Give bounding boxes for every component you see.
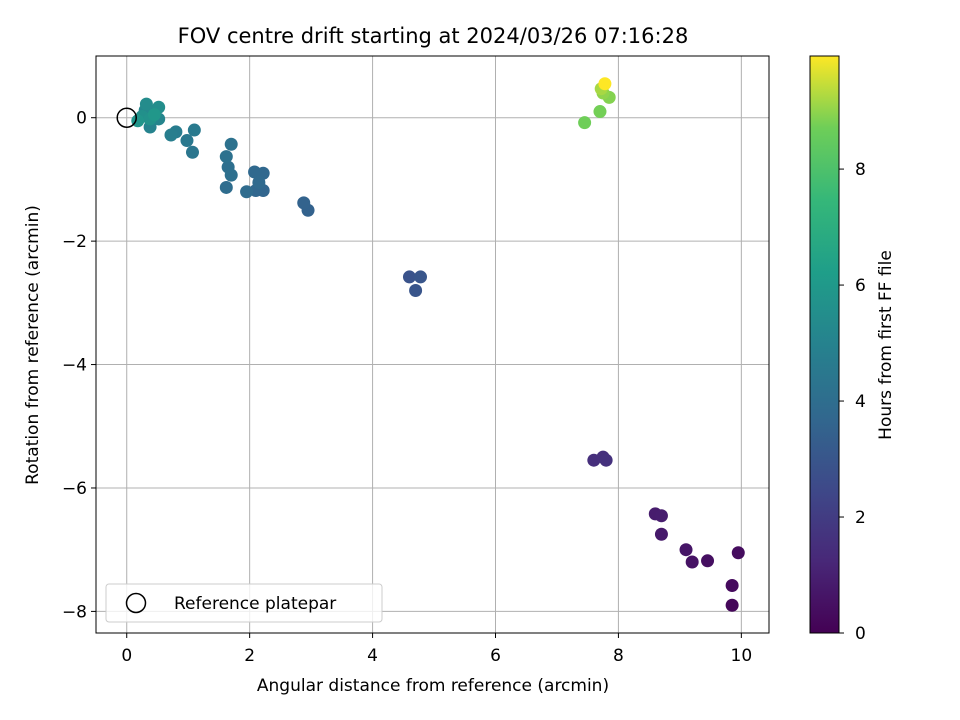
colorbar-ticks: 0 2 4 6 8 [839,160,866,644]
colorbar: 0 2 4 6 8 Hours from first FF file [809,55,896,644]
data-point [725,578,739,592]
data-point [164,128,178,142]
legend-box [105,583,383,623]
legend: Reference platepar [105,583,383,623]
colorbar-tick-label: 8 [855,160,866,180]
data-point [297,196,311,210]
colorbar-tick-label: 6 [855,276,866,296]
y-tick-label: −8 [62,602,87,622]
colorbar-label: Hours from first FF file [876,250,896,440]
y-tick-label: −6 [62,479,87,499]
data-point [219,180,233,194]
data-point [685,555,699,569]
y-axis-ticks: 0 −2 −4 −6 −8 [62,109,96,622]
legend-label-reference: Reference platepar [174,594,336,614]
data-point [701,554,715,568]
data-point [599,453,613,467]
x-tick-label: 4 [367,646,378,666]
reference-point [116,107,137,128]
colorbar-tick-label: 4 [855,392,866,412]
data-points [131,77,745,612]
data-point [409,284,423,298]
x-axis-ticks: 0 2 4 6 8 10 [121,633,752,666]
data-point [224,137,238,151]
y-axis-label: Rotation from reference (arcmin) [23,205,43,485]
data-point [725,598,739,612]
data-point [240,185,254,199]
data-point [593,105,607,119]
data-point [654,509,668,523]
data-point [578,116,592,130]
data-point [679,543,693,557]
x-tick-label: 0 [121,646,132,666]
data-point [180,134,194,148]
data-point [147,108,161,122]
data-point [185,145,199,159]
legend-marker-reference [125,592,147,614]
x-axis-label: Angular distance from reference (arcmin) [257,676,609,696]
x-tick-label: 6 [490,646,501,666]
x-tick-label: 10 [731,646,753,666]
plot-frame [95,55,770,634]
colorbar-gradient [809,55,840,634]
data-point [139,97,153,111]
data-point [598,77,612,91]
data-point [654,527,668,541]
data-point [187,123,201,137]
colorbar-tick-label: 0 [855,624,866,644]
x-tick-label: 8 [613,646,624,666]
y-tick-label: 0 [76,109,87,129]
data-point [224,168,238,182]
data-point [248,165,262,179]
reference-marker [116,107,137,128]
data-point [414,270,428,284]
y-tick-label: −2 [62,232,87,252]
x-tick-label: 2 [244,646,255,666]
colorbar-tick-label: 2 [855,508,866,528]
data-point [731,546,745,560]
chart-title: FOV centre drift starting at 2024/03/26 … [178,24,689,48]
data-point [402,270,416,284]
data-point [219,150,233,164]
data-point [252,176,266,190]
y-tick-label: −4 [62,356,87,376]
gridlines [96,56,769,633]
